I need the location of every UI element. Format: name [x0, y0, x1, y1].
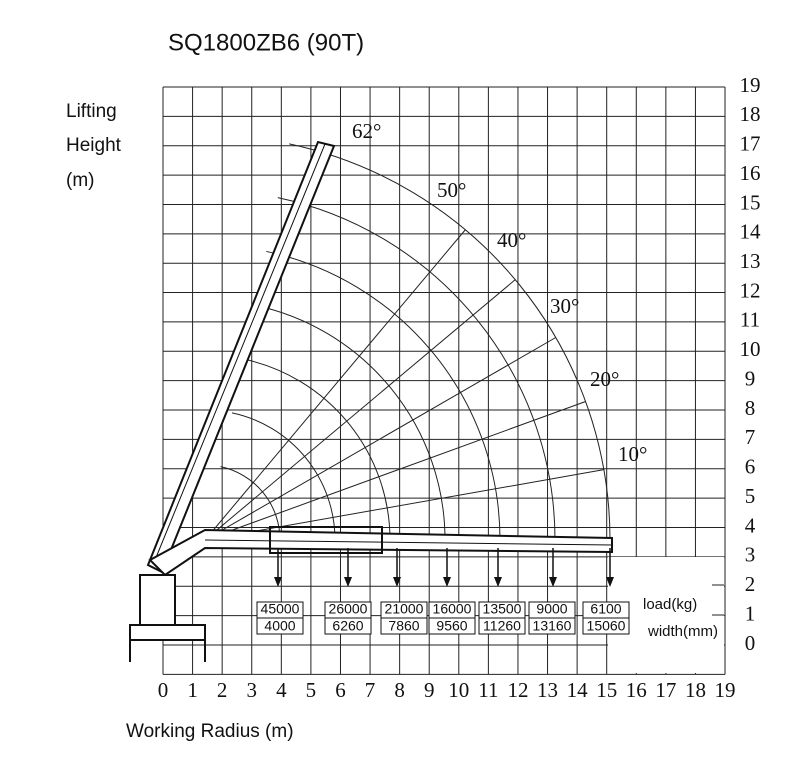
width-value: 13160 [533, 618, 572, 634]
load-value: 6100 [590, 601, 621, 617]
x-tick-label: 4 [276, 678, 287, 702]
arrow-head [393, 577, 401, 587]
arrow-head [494, 577, 502, 587]
arc [277, 197, 556, 541]
y-tick-label: 2 [745, 572, 756, 596]
load-label: load(kg) [643, 596, 697, 613]
y-tick-label: 3 [745, 543, 756, 567]
angle-line [204, 229, 466, 541]
width-value: 11260 [483, 618, 521, 634]
x-tick-label: 1 [187, 678, 198, 702]
arrow-head [274, 577, 282, 587]
y-tick-label: 12 [740, 278, 761, 302]
x-tick-label: 3 [246, 678, 257, 702]
y-tick-label: 9 [745, 366, 756, 390]
x-tick-label: 9 [424, 678, 435, 702]
arc [266, 250, 501, 541]
angle-label: 50° [437, 178, 466, 202]
x-tick-label: 17 [655, 678, 676, 702]
arrow-head [344, 577, 352, 587]
load-value: 45000 [261, 601, 300, 617]
x-tick-label: 6 [335, 678, 346, 702]
arc [220, 466, 281, 541]
width-value: 15060 [587, 618, 626, 634]
width-value: 6260 [332, 618, 363, 634]
reach-arcs [204, 143, 611, 541]
x-tick-label: 15 [596, 678, 617, 702]
x-tick-label: 10 [448, 678, 469, 702]
width-value: 4000 [264, 618, 295, 634]
y-label: Lifting [66, 101, 117, 122]
y-tick-label: 15 [740, 190, 761, 214]
x-tick-label: 16 [626, 678, 647, 702]
x-tick-label: 13 [537, 678, 558, 702]
arrow-head [549, 577, 557, 587]
angle-line [204, 401, 586, 541]
angle-label: 62° [352, 119, 381, 143]
load-value: 16000 [433, 601, 472, 617]
y-tick-label: 10 [740, 337, 761, 361]
x-tick-label: 14 [567, 678, 589, 702]
y-tick-label: 18 [740, 102, 761, 126]
x-tick-label: 18 [685, 678, 706, 702]
title: SQ1800ZB6 (90T) [168, 29, 364, 56]
arrow-head [443, 577, 451, 587]
arc [254, 304, 446, 541]
arc [243, 358, 391, 541]
y-tick-label: 1 [745, 601, 756, 625]
y-tick-label: 13 [740, 249, 761, 273]
y-tick-label: 19 [740, 73, 761, 97]
angle-label: 30° [550, 294, 579, 318]
y-tick-label: 5 [745, 484, 756, 508]
angle-label: 10° [618, 442, 647, 466]
width-value: 7860 [388, 618, 419, 634]
x-tick-label: 7 [365, 678, 376, 702]
angle-line [204, 279, 516, 541]
y-tick-label: 17 [740, 132, 761, 156]
y-tick-label: 0 [745, 631, 756, 655]
load-value: 9000 [536, 601, 567, 617]
arc [289, 143, 611, 541]
y-tick-label: 16 [740, 161, 761, 185]
load-value: 21000 [385, 601, 424, 617]
width-label: width(mm) [647, 623, 718, 640]
arrow-head [606, 577, 614, 587]
angle-line [204, 337, 556, 541]
y-tick-label: 4 [745, 513, 756, 537]
angle-line [204, 469, 604, 541]
y-tick-label: 11 [740, 308, 760, 332]
y-label: (m) [66, 170, 94, 191]
load-value: 13500 [483, 601, 522, 617]
x-tick-label: 11 [478, 678, 498, 702]
crane [129, 140, 613, 662]
x-tick-label: 19 [715, 678, 736, 702]
angle-label: 40° [497, 228, 526, 252]
y-tick-label: 14 [740, 220, 762, 244]
width-value: 9560 [436, 618, 467, 634]
x-tick-label: 5 [306, 678, 317, 702]
y-label: Height [66, 135, 122, 156]
arc [231, 412, 336, 541]
y-tick-label: 8 [745, 396, 756, 420]
load-value: 26000 [329, 601, 368, 617]
y-tick-label: 6 [745, 455, 756, 479]
y-tick-label: 7 [745, 425, 756, 449]
x-label: Working Radius (m) [126, 721, 294, 742]
x-tick-label: 8 [394, 678, 405, 702]
x-tick-label: 0 [158, 678, 169, 702]
angle-label: 20° [590, 367, 619, 391]
x-tick-label: 2 [217, 678, 228, 702]
x-tick-label: 12 [507, 678, 528, 702]
